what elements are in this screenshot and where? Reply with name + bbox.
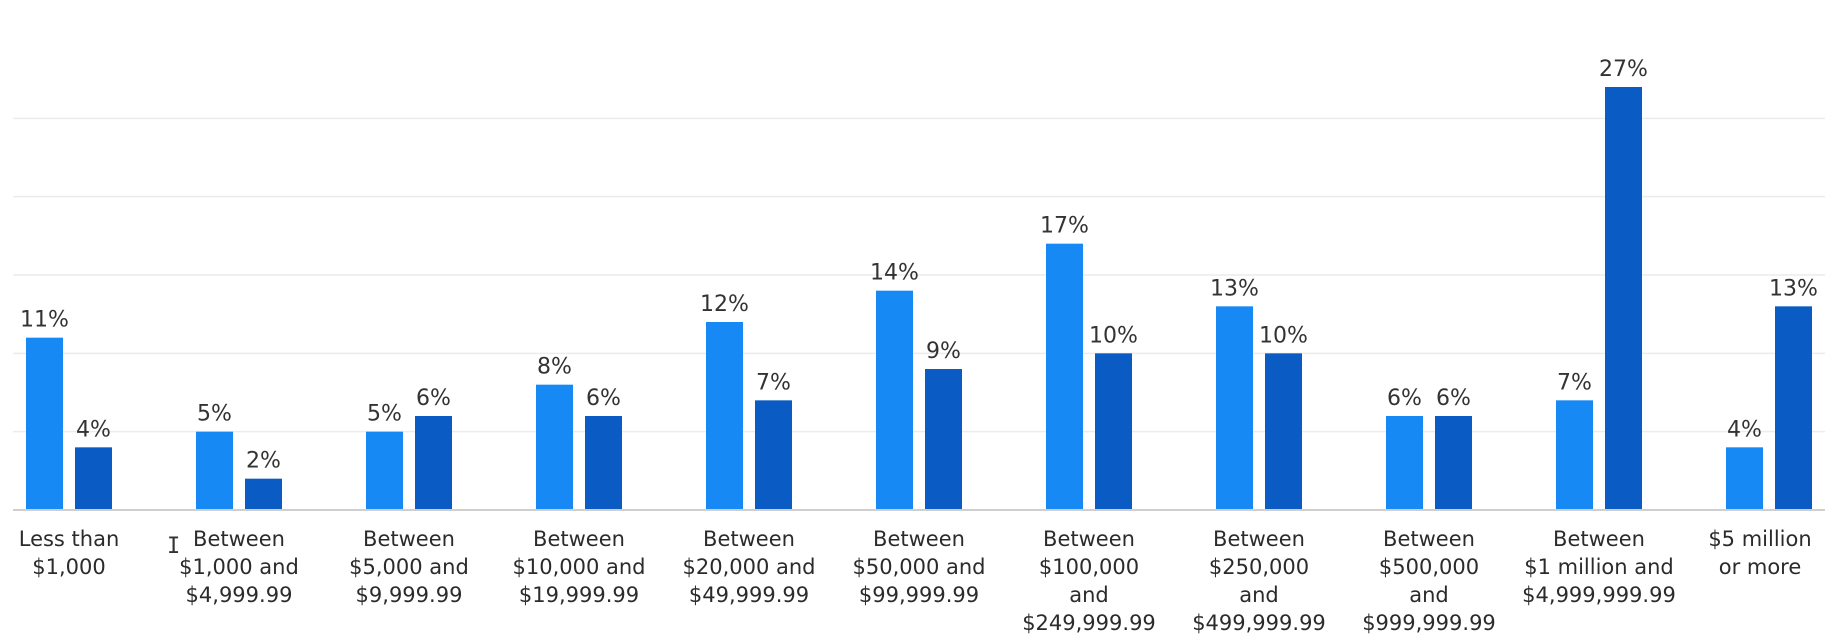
- bar-value-label: 12%: [700, 292, 749, 317]
- bar-series-1: [1216, 306, 1253, 510]
- bar-value-label: 27%: [1599, 57, 1648, 82]
- category-label: Between $1,000 and $4,999.99: [179, 527, 299, 607]
- bar-value-label: 4%: [76, 417, 111, 442]
- bar-value-label: 13%: [1210, 276, 1259, 301]
- bar-value-label: 10%: [1089, 323, 1138, 348]
- bar-series-1: [706, 322, 743, 510]
- category-label: Between $250,000 and $499,999.99: [1192, 527, 1326, 635]
- bar-series-1: [1046, 243, 1083, 510]
- bar-value-label: 13%: [1769, 276, 1818, 301]
- category-label: $5 million or more: [1708, 527, 1811, 579]
- bar-value-label: 7%: [1557, 370, 1592, 395]
- bar-value-label: 9%: [926, 339, 961, 364]
- text-cursor-icon: I: [167, 534, 180, 559]
- bar-value-label: 5%: [367, 402, 402, 427]
- category-label: Less than $1,000: [19, 527, 120, 579]
- bar-series-1: [1386, 416, 1423, 510]
- bar-value-label: 2%: [246, 449, 281, 474]
- bar-series-2: [1095, 353, 1132, 510]
- bar-series-2: [245, 478, 282, 510]
- bar-series-1: [196, 431, 233, 510]
- category-labels: Less than $1,000 Between $1,000 and $4,999.9…: [19, 527, 1812, 635]
- bar-value-label: 4%: [1727, 417, 1762, 442]
- bar-value-label: 11%: [20, 308, 69, 333]
- gridlines: [13, 117, 1825, 433]
- bar-series-2: [585, 416, 622, 510]
- bar-series-2: [755, 400, 792, 510]
- category-label: Between $50,000 and $99,999.99: [852, 527, 985, 607]
- bar-series-2: [925, 369, 962, 510]
- bar-value-label: 6%: [586, 386, 621, 411]
- bar-series-2: [415, 416, 452, 510]
- bars: [26, 87, 1812, 510]
- bar-series-1: [1726, 447, 1763, 510]
- category-label: Between $5,000 and $9,999.99: [349, 527, 469, 607]
- bar-series-2: [1435, 416, 1472, 510]
- bar-value-label: 17%: [1040, 214, 1089, 239]
- bar-value-label: 10%: [1259, 323, 1308, 348]
- bar-value-label: 6%: [416, 386, 451, 411]
- bar-value-label: 14%: [870, 261, 919, 286]
- bar-series-1: [876, 290, 913, 510]
- bar-series-2: [75, 447, 112, 510]
- bar-value-label: 7%: [756, 370, 791, 395]
- category-label: Between $100,000 and $249,999.99: [1022, 527, 1156, 635]
- category-label: Between $1 million and $4,999,999.99: [1522, 527, 1676, 607]
- bar-series-1: [536, 384, 573, 510]
- bar-series-2: [1605, 87, 1642, 510]
- bar-value-label: 6%: [1387, 386, 1422, 411]
- bar-value-label: 6%: [1436, 386, 1471, 411]
- bar-value-label: 8%: [537, 355, 572, 380]
- bar-series-2: [1265, 353, 1302, 510]
- category-label: Between $10,000 and $19,999.99: [512, 527, 645, 607]
- bar-series-1: [366, 431, 403, 510]
- value-labels: 11%4%5%2%5%6%8%6%12%7%14%9%17%10%13%10%6…: [20, 57, 1818, 474]
- category-label: Between $500,000 and $999,999.99: [1362, 527, 1496, 635]
- bar-series-2: [1775, 306, 1812, 510]
- bar-series-1: [26, 337, 63, 510]
- bar-series-1: [1556, 400, 1593, 510]
- bar-value-label: 5%: [197, 402, 232, 427]
- category-label: Between $20,000 and $49,999.99: [682, 527, 815, 607]
